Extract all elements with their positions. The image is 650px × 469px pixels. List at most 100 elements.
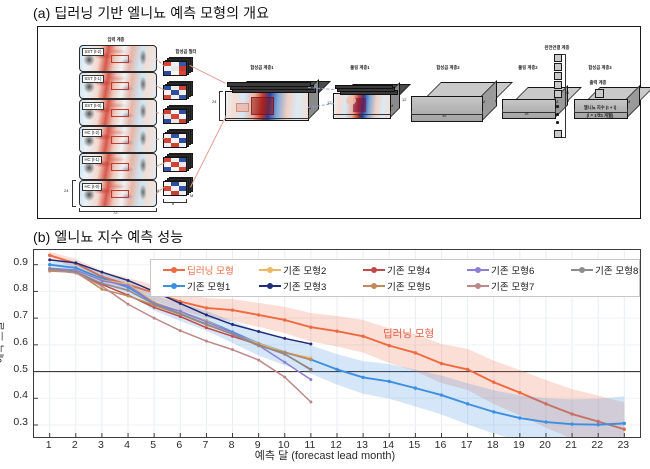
conv1-height-brace (219, 91, 223, 121)
fc-ellipsis-dot (556, 105, 559, 108)
data-point (100, 287, 104, 291)
filter-width-brace (163, 199, 187, 203)
conv1-width-value: 72 (262, 117, 267, 122)
series-9 (48, 267, 313, 372)
data-point (152, 305, 156, 309)
data-point (231, 334, 235, 338)
series-1 (47, 251, 627, 437)
input-card-hc-t-0-: HC (t-0) (79, 180, 157, 207)
deep-learning-annotation: 딥러닝 모형 (383, 328, 435, 340)
conv-filter-label: 합성곱 필터 (175, 49, 197, 54)
conv-filter-stack-4 (163, 129, 193, 148)
data-point (439, 361, 444, 366)
nino-region-box (111, 190, 129, 198)
data-point (74, 270, 78, 274)
legend-label: 기존 모형8 (595, 266, 639, 277)
data-point (152, 302, 156, 306)
data-point (48, 267, 52, 271)
fc-ellipsis-dot (556, 113, 559, 116)
conv3-width-value: 18 (596, 111, 601, 116)
legend-swatch (571, 266, 593, 273)
fc-ellipsis-dot (556, 121, 559, 124)
legend-item-3[interactable]: 기존 모형2 (259, 263, 326, 277)
data-point (48, 258, 52, 262)
legend-item-1[interactable]: 딥러닝 모형 (163, 263, 234, 277)
data-point (74, 261, 78, 265)
conv-filter-stack-3 (163, 105, 193, 124)
legend-swatch (259, 282, 281, 289)
data-point (256, 313, 261, 317)
pool1-width-value: 36 (358, 113, 363, 118)
chart-legend: 딥러닝 모형 기존 모형2 기존 모형4 기존 모형6 기존 모형8 기존 모형1 기존 모… (150, 259, 640, 297)
conv2-cube (411, 80, 513, 122)
data-point (492, 410, 496, 414)
conv-filter-stack-1 (163, 57, 193, 76)
data-point (47, 262, 52, 267)
pool1-height-value: 12 (327, 100, 332, 105)
data-point (178, 312, 182, 316)
data-point (100, 270, 104, 274)
input-card-hc-t-1-: HC (t-1) (79, 153, 157, 180)
legend-item-6[interactable]: 기존 모형5 (363, 279, 430, 293)
conv2-height-value: 12 (402, 97, 407, 102)
data-point (570, 412, 574, 416)
data-point (335, 367, 339, 372)
conv3-label: 합성곱 계층3 (588, 65, 612, 70)
filter-height-value: 4 (157, 188, 160, 193)
conv-filter-face (163, 181, 187, 196)
conv2-depth-value: M (482, 99, 486, 104)
y-axis-tick: 0.8 (13, 282, 28, 295)
x-axis-tick: 23 (617, 439, 630, 451)
conv1-height-value: 24 (212, 99, 217, 104)
legend-label: 기존 모형7 (491, 282, 535, 293)
data-point (257, 329, 261, 333)
x-axis-tick: 21 (565, 439, 577, 451)
legend-item-8[interactable]: 기존 모형7 (467, 279, 534, 293)
legend-label: 기존 모형5 (387, 282, 431, 293)
data-point (309, 342, 313, 346)
input-height-value: 24 (64, 188, 69, 193)
data-point (570, 422, 574, 426)
y-axis-tick: 0.5 (13, 362, 28, 375)
data-point (596, 423, 600, 427)
data-point (257, 343, 261, 347)
x-axis-tick: 19 (513, 439, 525, 451)
x-axis-tick: 14 (382, 439, 395, 451)
input-card-sst-t-0-: SST (t-0) (79, 99, 157, 126)
data-point (126, 294, 130, 298)
legend-item-4[interactable]: 기존 모형3 (259, 279, 326, 293)
conv-filter-stack-2 (163, 81, 193, 100)
pool2-width-brace (502, 109, 556, 113)
fc-node (554, 90, 562, 98)
data-point (518, 416, 522, 420)
legend-label: 딥러닝 모형 (187, 266, 234, 277)
legend-item-9[interactable]: 기존 모형8 (571, 263, 638, 277)
x-axis-tick: 10 (277, 439, 290, 451)
pool2-width-value: 18 (524, 111, 529, 116)
data-point (596, 419, 600, 424)
input-card-label: SST (t-1) (82, 74, 104, 83)
x-axis-tick: 6 (176, 439, 183, 451)
conv2-width-value: 36 (442, 113, 447, 118)
connector-line (190, 115, 227, 188)
legend-label: 기존 모형2 (283, 266, 327, 277)
x-axis-tick: 7 (202, 439, 209, 451)
data-point (100, 279, 104, 283)
conv2-width-brace (411, 111, 483, 115)
x-axis-tick: 8 (228, 439, 235, 451)
y-axis-tick: 0.6 (13, 335, 28, 348)
conv-filter-face (163, 109, 187, 124)
data-point (465, 367, 470, 372)
input-card-label: SST (t-0) (82, 101, 104, 110)
fc-layer-label: 완전연결 계층 (544, 45, 570, 50)
legend-swatch (363, 282, 385, 289)
nino-region-box (111, 136, 129, 144)
conv-filter-face (163, 133, 187, 148)
data-point (439, 393, 444, 397)
fc-bracket (562, 54, 566, 138)
legend-item-5[interactable]: 기존 모형4 (363, 263, 430, 277)
legend-item-7[interactable]: 기존 모형6 (467, 263, 534, 277)
conv1-cube (225, 79, 331, 121)
data-point (283, 375, 287, 379)
legend-item-2[interactable]: 기존 모형1 (163, 279, 230, 293)
